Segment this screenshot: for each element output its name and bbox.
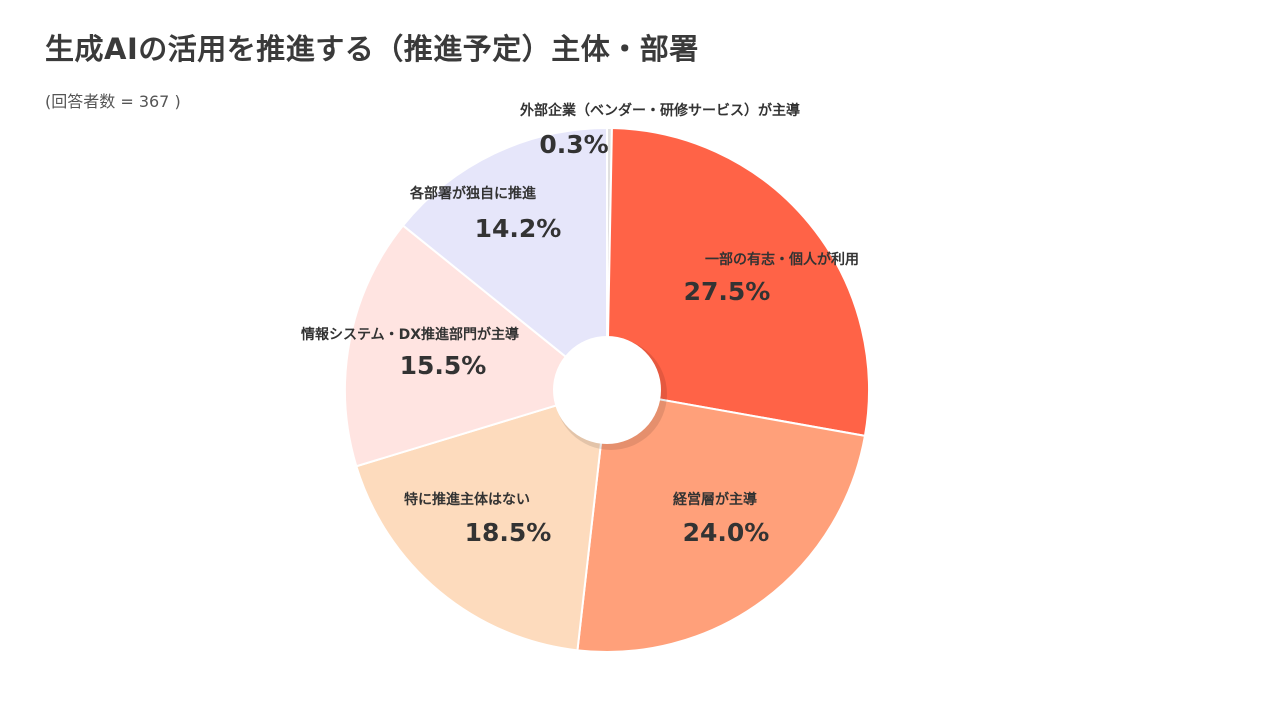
- page-title: 生成AIの活用を推進する（推進予定）主体・部署: [45, 32, 699, 66]
- slice-value-0: 0.3%: [539, 130, 608, 159]
- slice-label-3: 特に推進主体はない: [404, 491, 530, 508]
- slice-value-4: 15.5%: [400, 351, 487, 380]
- pie-slices: [344, 126, 870, 653]
- slice-value-3: 18.5%: [465, 518, 552, 547]
- pie-slice-2: [576, 388, 867, 653]
- slice-label-1: 一部の有志・個人が利用: [705, 251, 859, 268]
- slice-label-5: 各部署が独自に推進: [409, 185, 536, 202]
- center-hole: [553, 336, 667, 450]
- slice-labels: 外部企業（ベンダー・研修サービス）が主導 0.3% 一部の有志・個人が利用 27.5%…: [301, 102, 859, 547]
- slice-label-4: 情報システム・DX推進部門が主導: [301, 326, 519, 343]
- center-hole-circle: [553, 336, 661, 444]
- slice-label-0: 外部企業（ベンダー・研修サービス）が主導: [520, 102, 800, 119]
- pie-slice-1: [605, 127, 870, 438]
- pie-slice-3: [355, 388, 609, 652]
- pie-slice-5: [401, 126, 608, 393]
- respondent-count: (回答者数 = 367 ): [45, 92, 181, 111]
- slice-value-2: 24.0%: [683, 518, 770, 547]
- slice-label-2: 経営層が主導: [673, 491, 757, 508]
- slice-value-5: 14.2%: [475, 214, 562, 243]
- slice-value-1: 27.5%: [684, 277, 771, 306]
- pie-slice-4: [344, 224, 610, 468]
